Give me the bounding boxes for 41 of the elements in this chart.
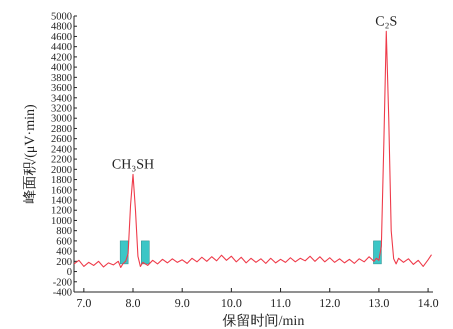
- y-tick-label: 2400: [51, 144, 72, 156]
- x-tick-label: 8.0: [126, 296, 141, 310]
- x-tick-label: 7.0: [76, 296, 92, 310]
- y-tick-label: -200: [52, 277, 72, 288]
- y-tick-label: 2200: [51, 154, 72, 166]
- y-tick-label: 3200: [51, 104, 72, 114]
- y-tick-label: 1800: [51, 175, 72, 186]
- y-tick-label: 4800: [51, 22, 72, 33]
- x-tick-label: 11.0: [270, 296, 291, 310]
- x-axis-title: 保留时间/min: [222, 313, 304, 329]
- annotation: CH₃SH: [112, 157, 154, 172]
- y-tick-label: 0: [66, 267, 72, 278]
- y-tick-label: -400: [52, 288, 72, 298]
- y-tick-label: 3400: [51, 93, 72, 104]
- y-tick-label: 600: [56, 236, 72, 248]
- x-tick-label: 12.0: [319, 296, 340, 310]
- x-tick-label: 14.0: [418, 296, 439, 310]
- y-tick-label: 1600: [51, 185, 72, 196]
- y-tick-label: 3000: [51, 114, 72, 125]
- y-tick-label: 1000: [51, 216, 72, 227]
- annotation: C₂S: [375, 14, 398, 30]
- y-tick-label: 1400: [51, 196, 72, 206]
- y-tick-label: 2000: [51, 164, 72, 176]
- y-tick-label: 1200: [51, 206, 72, 217]
- y-tick-label: 4200: [51, 52, 72, 64]
- x-tick-label: 10.0: [220, 296, 242, 310]
- y-tick-label: 3800: [51, 72, 72, 84]
- y-tick-label: 5000: [51, 12, 72, 22]
- y-tick-label: 400: [56, 246, 72, 258]
- y-tick-label: 2800: [51, 124, 72, 135]
- y-tick-label: 4000: [51, 62, 72, 74]
- y-tick-label: 200: [56, 256, 72, 268]
- y-tick-label: 3600: [51, 83, 72, 94]
- y-axis-title: 峰面积/(μV·min): [22, 104, 38, 204]
- x-tick-label: 13.0: [368, 296, 390, 310]
- y-tick-label: 800: [56, 226, 72, 238]
- y-tick-label: 4400: [51, 42, 72, 54]
- x-tick-label: 9.0: [174, 296, 190, 310]
- y-tick-label: 4600: [51, 32, 72, 43]
- line-series: [73, 30, 432, 268]
- y-tick-label: 2600: [51, 134, 72, 146]
